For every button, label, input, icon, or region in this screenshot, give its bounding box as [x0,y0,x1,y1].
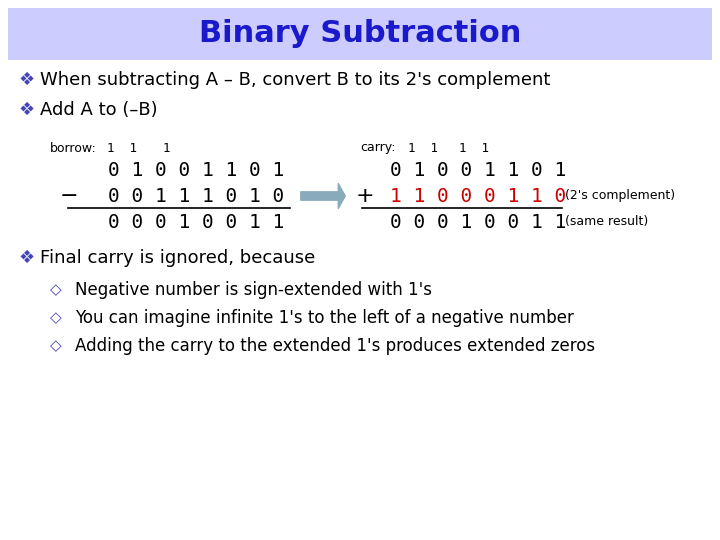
Text: ◇: ◇ [50,339,62,354]
Text: +: + [356,186,374,206]
Text: (2's complement): (2's complement) [565,190,675,202]
Text: ◇: ◇ [50,282,62,298]
Text: ❖: ❖ [18,71,34,89]
Text: ❖: ❖ [18,249,34,267]
Text: 0 0 0 1 0 0 1 1: 0 0 0 1 0 0 1 1 [108,213,284,232]
Text: Negative number is sign-extended with 1's: Negative number is sign-extended with 1'… [75,281,432,299]
Text: You can imagine infinite 1's to the left of a negative number: You can imagine infinite 1's to the left… [75,309,574,327]
Text: (same result): (same result) [565,215,648,228]
Text: 1  1: 1 1 [107,141,137,154]
Text: 0 1 0 0 1 1 0 1: 0 1 0 0 1 1 0 1 [108,160,284,179]
Text: ◇: ◇ [50,310,62,326]
Bar [8,8,712,60]
Text: 1  1: 1 1 [459,141,489,154]
Text: 0 1 0 0 1 1 0 1: 0 1 0 0 1 1 0 1 [390,160,566,179]
Text: 1 1 0 0 0 1 1 0: 1 1 0 0 0 1 1 0 [390,186,566,206]
Text: 1: 1 [163,141,171,154]
Text: −: − [60,186,78,206]
Text: ❖: ❖ [18,101,34,119]
Text: Final carry is ignored, because: Final carry is ignored, because [40,249,315,267]
Text: Adding the carry to the extended 1's produces extended zeros: Adding the carry to the extended 1's pro… [75,337,595,355]
Text: Binary Subtraction: Binary Subtraction [199,19,521,49]
Text: When subtracting A – B, convert B to its 2's complement: When subtracting A – B, convert B to its… [40,71,550,89]
Text: 0 0 0 1 0 0 1 1: 0 0 0 1 0 0 1 1 [390,213,566,232]
Text: Add A to (–B): Add A to (–B) [40,101,158,119]
Text: borrow:: borrow: [50,141,96,154]
Text: 0 0 1 1 1 0 1 0: 0 0 1 1 1 0 1 0 [108,186,284,206]
Text: carry:: carry: [360,141,395,154]
Text: 1  1: 1 1 [408,141,438,154]
